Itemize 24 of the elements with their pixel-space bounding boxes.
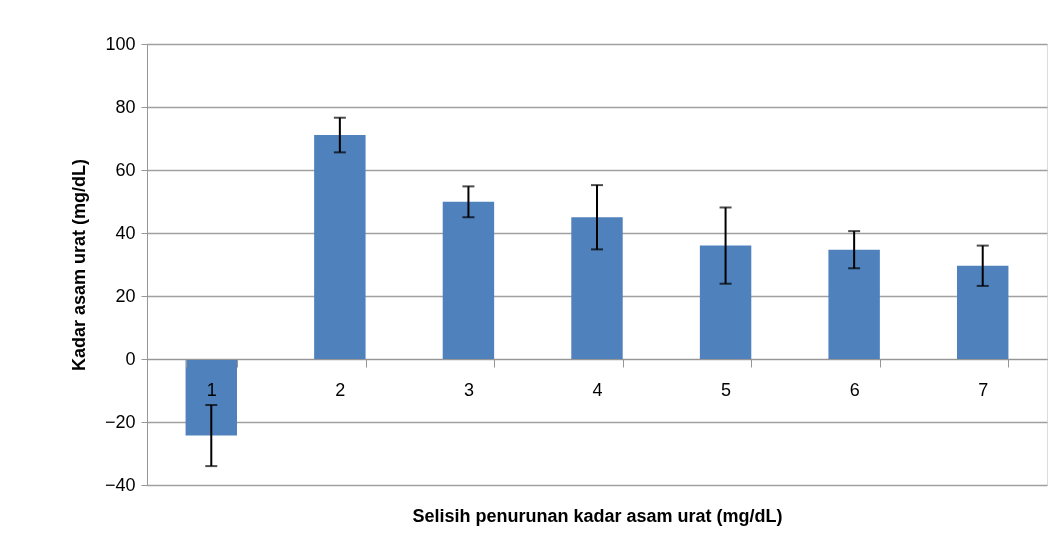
x-tick-label: 6: [849, 379, 860, 400]
bar: [185, 359, 237, 436]
bar: [442, 201, 495, 359]
y-tick-label: 40: [115, 222, 136, 243]
y-tick-label: 60: [115, 159, 136, 180]
y-tick-label: −20: [104, 411, 136, 432]
bar: [571, 217, 623, 359]
x-tick-label: 7: [978, 379, 989, 400]
y-tick-label: 100: [105, 33, 136, 54]
y-tick-label: 80: [115, 96, 136, 117]
y-tick-label: −40: [104, 474, 136, 495]
bar: [828, 249, 880, 359]
y-tick-label: 0: [125, 348, 136, 369]
x-tick-label: 2: [335, 379, 346, 400]
x-tick-label: 5: [721, 379, 732, 400]
x-tick-label: 1: [206, 379, 217, 400]
y-axis-title: Kadar asam urat (mg/dL): [68, 158, 89, 372]
bar: [699, 245, 752, 359]
y-tick-label: 20: [115, 285, 136, 306]
x-tick-label: 4: [592, 379, 603, 400]
x-axis-title: Selisih penurunan kadar asam urat (mg/dL): [412, 505, 783, 526]
x-tick-label: 3: [463, 379, 474, 400]
bar: [314, 135, 366, 359]
bar: [957, 265, 1009, 359]
